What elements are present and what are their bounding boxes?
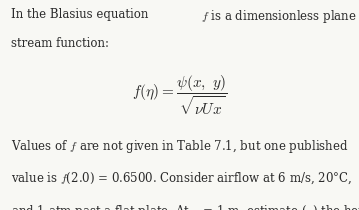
Text: $f(\eta) = \dfrac{\psi(x,\ y)}{\sqrt{\nu U x}}$: $f(\eta) = \dfrac{\psi(x,\ y)}{\sqrt{\nu… xyxy=(132,74,227,117)
Text: stream function:: stream function: xyxy=(11,37,109,50)
Text: and 1 atm past a flat plate. At $x$ = 1 m, estimate ($a$) the height: and 1 atm past a flat plate. At $x$ = 1 … xyxy=(11,203,359,210)
Text: In the Blasius equation: In the Blasius equation xyxy=(11,8,148,21)
Text: value is $f$(2.0) = 0.6500. Consider airflow at 6 m/s, 20°C,: value is $f$(2.0) = 0.6500. Consider air… xyxy=(11,170,352,186)
Text: $f$ is a dimensionless plane: $f$ is a dimensionless plane xyxy=(201,8,357,25)
Text: Values of $f$ are not given in Table 7.1, but one published: Values of $f$ are not given in Table 7.1… xyxy=(11,138,348,155)
